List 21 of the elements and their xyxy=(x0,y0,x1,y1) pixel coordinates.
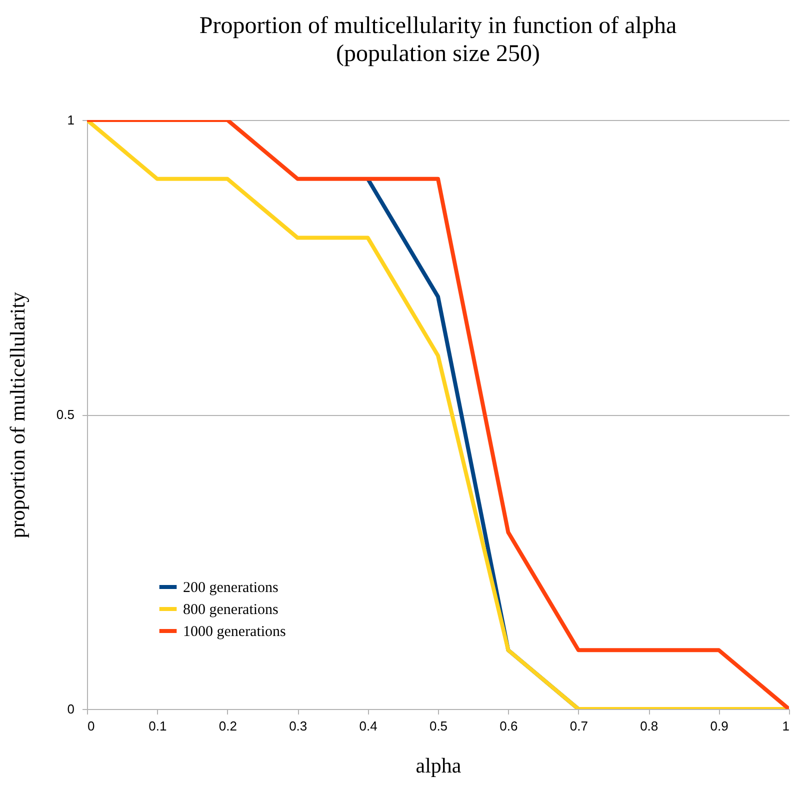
x-tick-label: 0.8 xyxy=(640,718,658,734)
legend-label: 200 generations xyxy=(183,580,279,596)
x-tick-label: 0.5 xyxy=(429,718,448,734)
x-tick-label: 0.6 xyxy=(500,718,518,734)
y-tick-label: 0 xyxy=(67,702,74,716)
x-tick-label: 0.3 xyxy=(289,718,308,734)
x-tick-label: 0.2 xyxy=(218,718,237,734)
x-tick-label: 0.4 xyxy=(359,718,378,734)
x-tick-label: 0.7 xyxy=(570,718,588,734)
legend-label: 1000 generations xyxy=(183,624,286,640)
x-axis-title: alpha xyxy=(416,754,462,778)
y-tick-label: 0.5 xyxy=(56,407,74,422)
legend-label: 800 generations xyxy=(183,602,279,618)
y-axis-title: proportion of multicellularity xyxy=(5,291,30,538)
x-tick-label: 0 xyxy=(88,718,95,734)
y-tick-label: 1 xyxy=(67,112,74,128)
x-tick-label: 0.9 xyxy=(710,718,728,734)
x-tick-label: 0.1 xyxy=(148,718,167,734)
chart-subtitle: (population size 250) xyxy=(336,41,540,67)
chart-title: Proportion of multicellularity in function of alpha xyxy=(199,13,677,39)
x-tick-label: 1 xyxy=(782,718,790,734)
